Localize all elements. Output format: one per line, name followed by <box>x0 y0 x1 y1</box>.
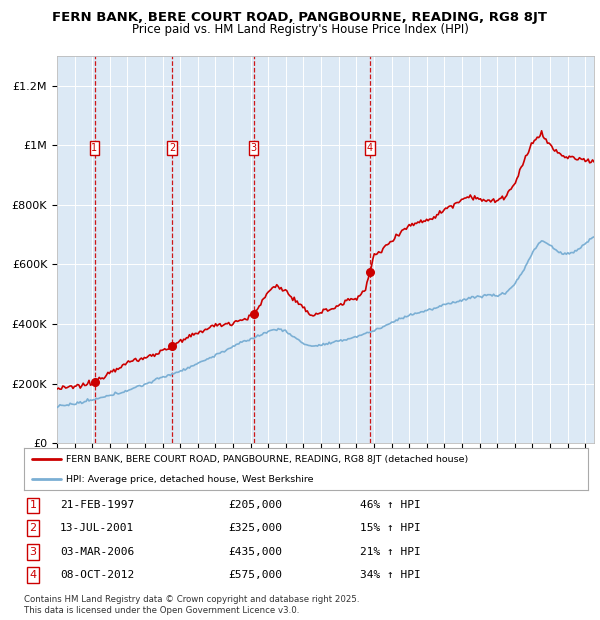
Text: 03-MAR-2006: 03-MAR-2006 <box>60 547 134 557</box>
Text: FERN BANK, BERE COURT ROAD, PANGBOURNE, READING, RG8 8JT (detached house): FERN BANK, BERE COURT ROAD, PANGBOURNE, … <box>66 455 469 464</box>
Text: 46% ↑ HPI: 46% ↑ HPI <box>360 500 421 510</box>
Text: 3: 3 <box>29 547 37 557</box>
Text: 21% ↑ HPI: 21% ↑ HPI <box>360 547 421 557</box>
Text: £435,000: £435,000 <box>228 547 282 557</box>
Text: 1: 1 <box>29 500 37 510</box>
Text: 15% ↑ HPI: 15% ↑ HPI <box>360 523 421 533</box>
Text: Contains HM Land Registry data © Crown copyright and database right 2025.
This d: Contains HM Land Registry data © Crown c… <box>24 595 359 614</box>
Text: HPI: Average price, detached house, West Berkshire: HPI: Average price, detached house, West… <box>66 475 314 484</box>
Text: 2: 2 <box>169 143 175 153</box>
Text: 34% ↑ HPI: 34% ↑ HPI <box>360 570 421 580</box>
Text: Price paid vs. HM Land Registry's House Price Index (HPI): Price paid vs. HM Land Registry's House … <box>131 23 469 36</box>
Text: £205,000: £205,000 <box>228 500 282 510</box>
Text: 3: 3 <box>251 143 257 153</box>
Text: 21-FEB-1997: 21-FEB-1997 <box>60 500 134 510</box>
Text: £575,000: £575,000 <box>228 570 282 580</box>
Text: £325,000: £325,000 <box>228 523 282 533</box>
Text: 08-OCT-2012: 08-OCT-2012 <box>60 570 134 580</box>
Text: 13-JUL-2001: 13-JUL-2001 <box>60 523 134 533</box>
Text: 4: 4 <box>29 570 37 580</box>
Text: 1: 1 <box>91 143 98 153</box>
Text: 4: 4 <box>367 143 373 153</box>
Text: 2: 2 <box>29 523 37 533</box>
Text: FERN BANK, BERE COURT ROAD, PANGBOURNE, READING, RG8 8JT: FERN BANK, BERE COURT ROAD, PANGBOURNE, … <box>53 11 548 24</box>
